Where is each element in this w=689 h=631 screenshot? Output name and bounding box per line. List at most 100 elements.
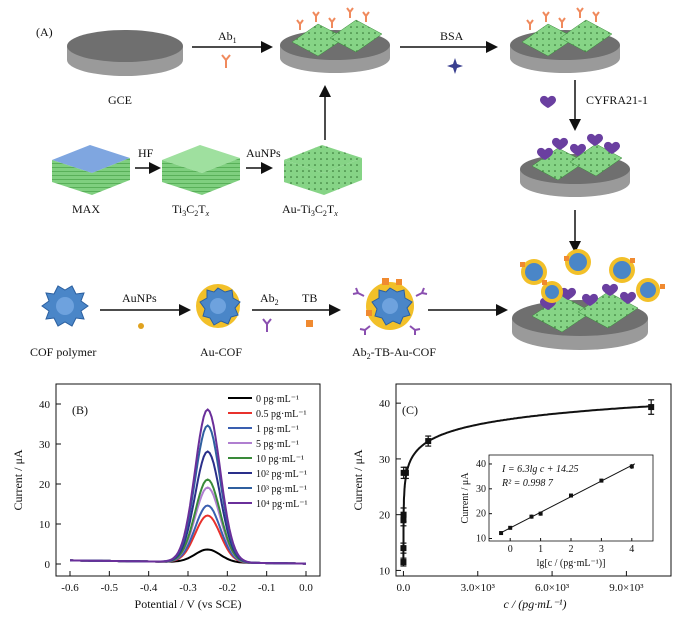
inset-ytick-label: 20: [476, 509, 486, 520]
b-xtick-label: 0.0: [299, 582, 313, 594]
b-xtick-label: -0.1: [258, 582, 275, 594]
c-data-point: [400, 545, 406, 551]
ab2-tb-au-cof-icon: [353, 278, 427, 335]
figure-canvas: (A) GCE Ab1: [0, 0, 689, 626]
au-ti3c2tx-label: Au-Ti3C2Tx: [282, 202, 338, 218]
c-data-point: [400, 559, 406, 565]
bsa-label: BSA: [440, 29, 464, 43]
c-ytick-label: 40: [379, 398, 391, 410]
cyfra-label: CYFRA21-1: [586, 93, 648, 107]
gce-electrode: [67, 30, 183, 76]
au-cof-label: Au-COF: [200, 345, 242, 359]
c-xtick-label: 3.0×10³: [461, 582, 496, 594]
panel-c-xlabel: c / (pg·mL⁻¹): [504, 597, 567, 611]
ab2-tb-au-cof-label: Ab2-TB-Au-COF: [352, 345, 436, 361]
inset-data-point: [539, 512, 543, 516]
inset-ytick-label: 40: [476, 459, 486, 470]
c-xtick-label: 0.0: [397, 582, 411, 594]
panel-b-legend: 0 pg·mL⁻¹ 0.5 pg·mL⁻¹ 1 pg·mL⁻¹ 5 pg·mL⁻¹ 10…: [228, 394, 307, 510]
c-xtick-label: 6.0×10³: [535, 582, 570, 594]
max-stack: [52, 145, 130, 195]
c-xtick-label: 9.0×10³: [609, 582, 644, 594]
b-legend-entry: 0.5 pg·mL⁻¹: [256, 409, 307, 420]
inset-xtick-label: 4: [629, 544, 634, 555]
panel-a-label: (A): [36, 25, 53, 39]
max-label: MAX: [72, 202, 100, 216]
inset-xtick-label: 0: [508, 544, 513, 555]
inset-r2: R² = 0.998 7: [501, 478, 554, 489]
inset-data-point: [508, 526, 512, 530]
b-legend-entry: 1 pg·mL⁻¹: [256, 424, 299, 435]
gce-label: GCE: [108, 93, 132, 107]
b-ytick-label: 20: [39, 479, 51, 491]
inset-xtick-label: 3: [599, 544, 604, 555]
c-data-point: [401, 512, 407, 518]
c-data-point: [425, 438, 431, 444]
inset-xlabel: lg[c / (pg·mL⁻¹)]: [537, 558, 606, 569]
b-legend-entry: 10⁴ pg·mL⁻¹: [256, 499, 307, 510]
b-legend-entry: 10 pg·mL⁻¹: [256, 454, 304, 465]
inset-data-point: [499, 531, 503, 535]
b-xtick-label: -0.6: [61, 582, 79, 594]
electrode-sandwich: [512, 249, 665, 350]
ti3c2tx-stack: [162, 145, 240, 195]
aunps-2-label: AuNPs: [122, 291, 157, 305]
panel-c-y-ticks: 10 20 30 40: [379, 398, 401, 577]
b-xtick-label: -0.3: [179, 582, 197, 594]
panel-c-x-ticks: 0.0 3.0×10³ 6.0×10³ 9.0×10³: [397, 571, 645, 594]
ab1-label: Ab1: [218, 29, 237, 45]
inset-ytick-label: 10: [476, 534, 486, 545]
panel-b-y-ticks: 0 10 20 30 40: [39, 399, 61, 571]
b-ytick-label: 40: [39, 399, 51, 411]
au-cof-icon: [196, 284, 240, 328]
c-data-point: [648, 404, 654, 410]
au-ti3c2tx-stack: [284, 145, 362, 195]
b-ytick-label: 0: [45, 559, 51, 571]
gold-nanoparticle-icon: [138, 323, 144, 329]
b-legend-entry: 0 pg·mL⁻¹: [256, 394, 299, 405]
cyfra-heart-icon: [540, 96, 556, 108]
panel-c-ylabel: Current / μA: [351, 449, 365, 510]
b-legend-entry: 10³ pg·mL⁻¹: [256, 484, 307, 495]
ab2-antibody-icon: [263, 319, 271, 332]
b-legend-entry: 5 pg·mL⁻¹: [256, 439, 299, 450]
c-ytick-label: 10: [379, 565, 391, 577]
inset-data-point: [630, 464, 634, 468]
c-data-point: [403, 470, 409, 476]
ab1-antibody-icon: [222, 55, 230, 68]
cof-polymer-label: COF polymer: [30, 345, 96, 359]
bsa-star-icon: [447, 58, 463, 74]
inset-equation: I = 6.3lg c + 14.25: [501, 464, 579, 475]
hf-label: HF: [138, 146, 154, 160]
aunps-1-label: AuNPs: [246, 146, 281, 160]
b-legend-entry: 10² pg·mL⁻¹: [256, 469, 307, 480]
tb-label: TB: [302, 291, 317, 305]
inset-ylabel: Current / μA: [460, 472, 471, 524]
panel-a: (A) GCE Ab1: [30, 8, 665, 361]
panel-b-chart: (B) 0 10 20 30 40 -0.6 -0.5 -0.4 -0.3 -0.2 -0.1 0.…: [11, 384, 320, 611]
electrode-bsa: [510, 8, 620, 73]
electrode-antigen: [520, 134, 630, 197]
b-xtick-label: -0.4: [140, 582, 158, 594]
tb-square-icon: [306, 320, 313, 327]
panel-c-label: (C): [402, 403, 418, 417]
c-ytick-label: 30: [379, 454, 391, 466]
inset-xtick-label: 2: [569, 544, 574, 555]
b-xtick-label: -0.5: [101, 582, 119, 594]
inset-data-point: [569, 494, 573, 498]
inset-ytick-label: 30: [476, 484, 486, 495]
b-ytick-label: 30: [39, 439, 51, 451]
inset-xtick-label: 1: [538, 544, 543, 555]
ab2-label: Ab2: [260, 291, 279, 307]
panel-b-label: (B): [72, 403, 88, 417]
cof-polymer-icon: [42, 286, 88, 326]
panel-b-xlabel: Potential / V (vs SCE): [135, 597, 242, 611]
panel-c-inset: 10 20 30 40 0 1 2 3 4 I = 6.3lg c + 14.25 R² = …: [460, 455, 653, 569]
panel-b-ylabel: Current / μA: [11, 449, 25, 510]
electrode-ab1: [280, 8, 390, 73]
inset-data-point: [599, 479, 603, 483]
b-xtick-label: -0.2: [219, 582, 236, 594]
b-ytick-label: 10: [39, 519, 51, 531]
panel-b-x-ticks: -0.6 -0.5 -0.4 -0.3 -0.2 -0.1 0.0: [61, 571, 313, 594]
